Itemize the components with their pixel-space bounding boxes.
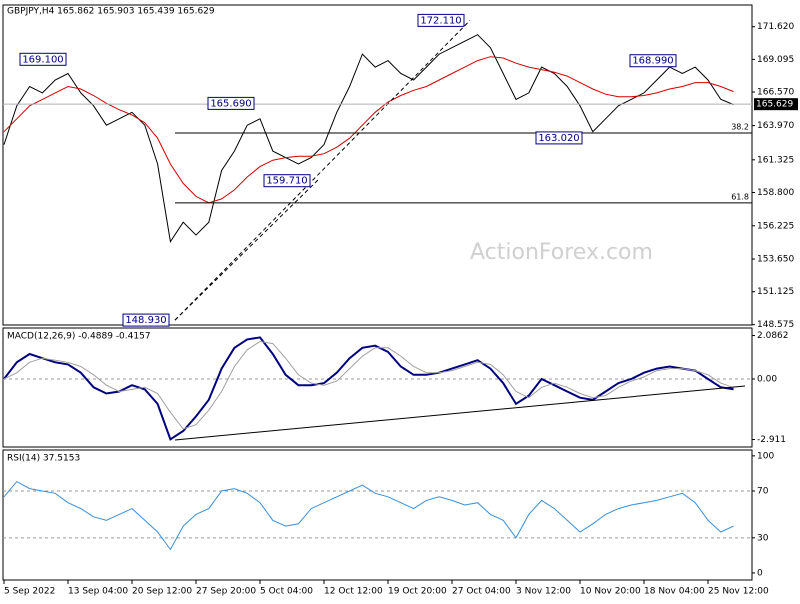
annotation-label: 165.690 <box>210 98 251 109</box>
chart-title: GBPJPY,H4 165.862 165.903 165.439 165.62… <box>7 7 215 17</box>
annotation-label: 163.020 <box>538 133 579 144</box>
x-tick-label: 20 Sep 12:00 <box>132 587 192 597</box>
x-tick-label: 27 Sep 20:00 <box>196 587 256 597</box>
x-tick-label: 19 Oct 20:00 <box>388 587 447 597</box>
trend-line <box>174 177 321 321</box>
y-tick-label: 0.00 <box>757 374 777 384</box>
x-tick-label: 25 Nov 12:00 <box>708 587 769 597</box>
watermark: ActionForex.com <box>470 240 653 265</box>
y-tick-label: 151.125 <box>757 287 794 297</box>
x-tick-label: 5 Sep 2022 <box>4 587 55 597</box>
annotation-box <box>535 131 583 145</box>
series-line <box>3 56 734 204</box>
last-price-label: 165.629 <box>756 100 793 110</box>
x-tick-label: 5 Oct 04:00 <box>260 587 313 597</box>
fib-label: 61.8 <box>731 192 749 201</box>
price-panel <box>2 4 753 326</box>
series-line <box>3 34 734 243</box>
y-tick-label: 100 <box>757 451 774 461</box>
fib-label: 38.2 <box>731 123 749 132</box>
series-line <box>3 480 734 551</box>
rsi-panel <box>2 449 753 581</box>
x-tick-label: 3 Nov 12:00 <box>516 587 571 597</box>
y-tick-label: 2.0862 <box>757 331 789 341</box>
series-line <box>3 340 734 430</box>
y-tick-label: 169.095 <box>757 55 794 65</box>
annotation-box <box>19 52 67 66</box>
y-tick-label: 161.325 <box>757 155 794 165</box>
y-tick-label: 30 <box>757 533 769 543</box>
annotation-box <box>207 96 255 110</box>
last-price-box <box>754 98 798 111</box>
annotation-box <box>629 54 677 68</box>
y-tick-label: 153.650 <box>757 255 794 265</box>
x-tick-label: 10 Nov 20:00 <box>580 587 641 597</box>
annotation-box <box>417 13 465 27</box>
annotation-label: 169.100 <box>22 54 63 65</box>
y-tick-label: 166.570 <box>757 88 794 98</box>
annotation-box <box>122 313 170 327</box>
x-tick-label: 13 Sep 04:00 <box>68 587 128 597</box>
y-tick-label: 70 <box>757 486 769 496</box>
annotation-label: 159.710 <box>266 176 307 187</box>
y-tick-label: 158.800 <box>757 188 794 198</box>
trend-line <box>174 385 746 441</box>
annotation-label: 168.990 <box>632 56 673 67</box>
x-tick-label: 18 Nov 04:00 <box>644 587 705 597</box>
y-tick-label: 163.970 <box>757 121 794 131</box>
rsi-title: RSI(14) 37.5153 <box>7 454 80 464</box>
x-tick-label: 27 Oct 04:00 <box>452 587 511 597</box>
y-tick-label: -2.911 <box>757 435 786 445</box>
y-tick-label: 148.575 <box>757 320 794 330</box>
macd-panel <box>2 327 753 448</box>
y-tick-label: 156.225 <box>757 221 794 231</box>
y-tick-label: 0 <box>757 568 763 578</box>
x-tick-label: 12 Oct 12:00 <box>324 587 383 597</box>
annotation-label: 148.930 <box>125 315 166 326</box>
annotation-box <box>263 174 311 188</box>
trend-line <box>174 20 471 321</box>
annotation-label: 172.110 <box>420 15 461 26</box>
y-tick-label: 171.620 <box>757 22 794 32</box>
series-line <box>3 336 734 441</box>
macd-title: MACD(12,26,9) -0.4889 -0.4157 <box>7 332 151 342</box>
